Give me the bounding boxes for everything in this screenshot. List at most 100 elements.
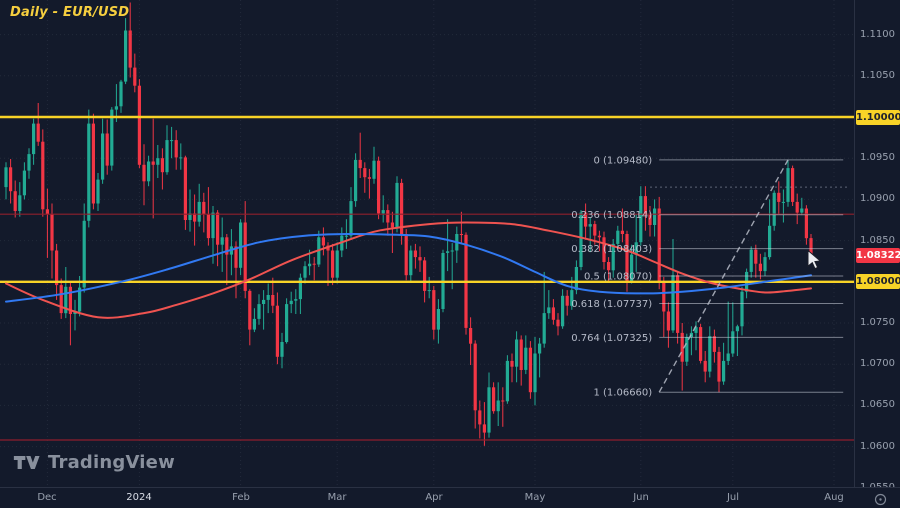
candle[interactable] [331, 250, 335, 278]
candle[interactable] [197, 201, 201, 222]
candle[interactable] [36, 123, 40, 142]
candle[interactable] [160, 158, 164, 173]
candle[interactable] [262, 299, 266, 304]
candle[interactable] [781, 201, 785, 203]
candle[interactable] [515, 339, 519, 367]
candle[interactable] [639, 196, 643, 243]
candle[interactable] [91, 123, 95, 204]
candle[interactable] [666, 311, 670, 331]
candle[interactable] [326, 245, 330, 251]
candle[interactable] [114, 106, 118, 110]
candle[interactable] [643, 196, 647, 216]
candle[interactable] [243, 222, 247, 291]
candle[interactable] [703, 360, 707, 372]
candle[interactable] [588, 224, 592, 227]
candle[interactable] [551, 307, 555, 320]
candle[interactable] [101, 133, 105, 180]
candle[interactable] [82, 220, 86, 288]
candle[interactable] [55, 250, 59, 286]
candle[interactable] [717, 351, 721, 382]
candle[interactable] [620, 230, 624, 234]
candle[interactable] [436, 309, 440, 330]
candle[interactable] [510, 360, 514, 367]
candle[interactable] [193, 213, 197, 222]
candle[interactable] [584, 212, 588, 227]
candle[interactable] [18, 195, 22, 211]
candle[interactable] [174, 140, 178, 158]
candle[interactable] [671, 275, 675, 331]
candle[interactable] [579, 212, 583, 267]
candle[interactable] [78, 287, 82, 312]
candle[interactable] [377, 160, 381, 214]
candle[interactable] [478, 410, 482, 425]
candle[interactable] [216, 212, 220, 245]
dashed-trendline[interactable] [658, 159, 789, 393]
candle[interactable] [354, 159, 358, 202]
candle[interactable] [570, 290, 574, 306]
candle[interactable] [450, 250, 454, 252]
ma-slow-line[interactable] [5, 232, 812, 303]
candle[interactable] [308, 263, 312, 267]
candle[interactable] [726, 353, 730, 361]
candle[interactable] [206, 214, 210, 239]
candle[interactable] [473, 343, 477, 411]
candle[interactable] [298, 277, 302, 300]
candle[interactable] [50, 214, 54, 251]
candle[interactable] [602, 237, 606, 262]
candle[interactable] [390, 222, 394, 228]
candle[interactable] [294, 299, 298, 301]
ma-fast-line[interactable] [5, 221, 812, 319]
candle[interactable] [271, 295, 275, 306]
candle[interactable] [492, 387, 496, 412]
price-axis[interactable]: 1.1100 1.1050 1.0950 1.0900 1.0850 1.0750 1.07… [854, 0, 900, 493]
candle[interactable] [657, 208, 661, 282]
candle[interactable] [285, 304, 289, 342]
candle[interactable] [731, 331, 735, 354]
candle[interactable] [487, 387, 491, 433]
candle[interactable] [772, 192, 776, 226]
candle[interactable] [625, 234, 629, 281]
candle[interactable] [137, 85, 141, 165]
candle[interactable] [165, 140, 169, 173]
candle[interactable] [119, 81, 123, 107]
candle[interactable] [469, 328, 473, 344]
candle[interactable] [22, 170, 26, 196]
candle[interactable] [519, 339, 523, 371]
candle[interactable] [735, 326, 739, 332]
candle[interactable] [27, 154, 31, 171]
candle[interactable] [147, 161, 151, 182]
candle[interactable] [446, 251, 450, 253]
candle[interactable] [257, 304, 261, 319]
candle[interactable] [367, 177, 371, 179]
candle[interactable] [565, 295, 569, 306]
candle[interactable] [225, 237, 229, 255]
candle[interactable] [381, 210, 385, 214]
candle[interactable] [110, 109, 114, 166]
candle[interactable] [607, 262, 611, 271]
candle[interactable] [616, 230, 620, 244]
candle[interactable] [87, 123, 91, 221]
candle[interactable] [423, 260, 427, 291]
candle[interactable] [538, 343, 542, 354]
candle[interactable] [459, 234, 463, 235]
candle[interactable] [482, 424, 486, 433]
candle[interactable] [722, 360, 726, 382]
candle[interactable] [64, 286, 68, 314]
price-chart[interactable]: 0 (1.09480) 0.236 (1.08814) 0.382 (1.08403… [0, 0, 854, 487]
candle[interactable] [124, 30, 128, 82]
candle[interactable] [45, 209, 49, 215]
candle[interactable] [105, 133, 109, 166]
candle[interactable] [344, 235, 348, 237]
candle[interactable] [574, 267, 578, 291]
candle[interactable] [59, 285, 63, 314]
candle[interactable] [676, 275, 680, 333]
candle[interactable] [648, 215, 652, 225]
candle[interactable] [791, 168, 795, 202]
candle[interactable] [630, 254, 634, 281]
candle[interactable] [151, 161, 155, 165]
candle[interactable] [694, 327, 698, 333]
candle[interactable] [289, 300, 293, 305]
candle[interactable] [556, 319, 560, 327]
candle[interactable] [662, 281, 666, 312]
candle[interactable] [73, 311, 77, 315]
